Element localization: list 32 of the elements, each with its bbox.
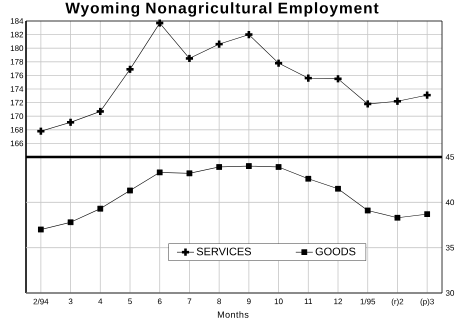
point [66, 117, 76, 128]
point [333, 74, 343, 84]
point [97, 206, 104, 212]
point [186, 170, 192, 176]
point [246, 163, 252, 169]
point [95, 106, 106, 116]
point [276, 164, 282, 170]
x-axis-title: Months [218, 311, 248, 318]
point [362, 99, 373, 109]
point [156, 170, 163, 176]
point [68, 219, 74, 226]
legend-label: SERVICES [196, 248, 251, 256]
point [214, 39, 224, 49]
point [394, 214, 400, 221]
point [244, 30, 254, 40]
point [38, 226, 44, 232]
point [305, 176, 312, 182]
point [424, 211, 430, 218]
point [125, 64, 135, 74]
chart-title: Wyoming Nonagricultural Employment [65, 2, 378, 17]
point [216, 164, 222, 170]
point [303, 73, 314, 83]
point [274, 58, 284, 68]
point [335, 186, 341, 192]
point [392, 96, 402, 106]
point [364, 208, 371, 214]
point [422, 90, 432, 100]
legend-label: GOODS [316, 248, 356, 256]
point [127, 188, 133, 194]
point [184, 54, 194, 64]
point [36, 126, 46, 136]
point [154, 18, 165, 28]
